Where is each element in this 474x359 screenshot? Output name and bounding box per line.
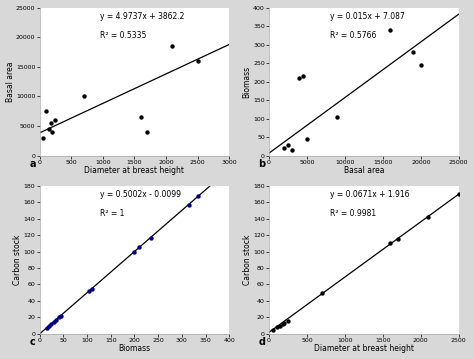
Point [53,317,60,323]
Point [195,194,202,199]
Point [147,235,155,241]
Point [48,321,55,327]
Point [334,114,341,120]
Point [52,117,59,123]
Point [277,323,284,328]
Point [46,126,53,132]
Point [88,286,96,292]
Point [394,236,402,242]
Point [410,49,417,55]
Text: d: d [258,337,265,347]
X-axis label: Biomass: Biomass [118,344,151,354]
Text: R² = 0.5766: R² = 0.5766 [330,31,376,40]
Text: R² = 0.5335: R² = 0.5335 [100,31,146,40]
Point [387,241,394,246]
Point [455,191,463,197]
Text: b: b [258,159,265,169]
Point [131,249,138,255]
Point [136,244,143,250]
Point [300,73,307,79]
Y-axis label: Carbon stock: Carbon stock [243,234,252,285]
X-axis label: Diameter at breast height: Diameter at breast height [84,166,184,175]
Point [279,321,286,327]
Y-axis label: Biomass: Biomass [243,66,252,98]
Point [296,75,303,81]
Point [303,136,311,142]
Text: y = 0.015x + 7.087: y = 0.015x + 7.087 [330,12,404,21]
Text: y = 0.0671x + 1.916: y = 0.0671x + 1.916 [330,190,409,199]
Point [57,313,65,319]
Point [50,319,58,325]
Point [288,147,296,153]
Point [39,135,46,141]
Point [55,314,63,320]
Point [417,62,425,68]
Text: y = 4.9737x + 3862.2: y = 4.9737x + 3862.2 [100,12,185,21]
Y-axis label: Basal area: Basal area [6,61,15,102]
Point [143,129,151,135]
Text: R² = 0.9981: R² = 0.9981 [330,209,376,218]
Point [387,27,394,33]
Point [43,325,51,331]
Text: c: c [30,337,36,347]
Point [194,58,201,64]
Text: y = 0.5002x - 0.0099: y = 0.5002x - 0.0099 [100,190,182,199]
Point [425,214,432,220]
Text: a: a [29,159,36,169]
Point [80,94,88,99]
Point [185,202,193,208]
Point [269,327,276,333]
Point [273,325,280,330]
Point [284,318,292,323]
X-axis label: Basal area: Basal area [344,166,384,175]
Point [42,108,50,114]
Point [48,129,56,135]
Point [284,142,292,148]
Point [86,288,93,294]
Point [319,290,326,295]
Y-axis label: Carbon stock: Carbon stock [13,234,22,285]
X-axis label: Diameter at breast height: Diameter at breast height [314,344,414,354]
Point [137,115,145,120]
Point [169,43,176,49]
Text: R² = 1: R² = 1 [100,209,125,218]
Point [281,145,288,151]
Point [46,323,53,328]
Point [281,320,288,326]
Point [47,120,55,126]
